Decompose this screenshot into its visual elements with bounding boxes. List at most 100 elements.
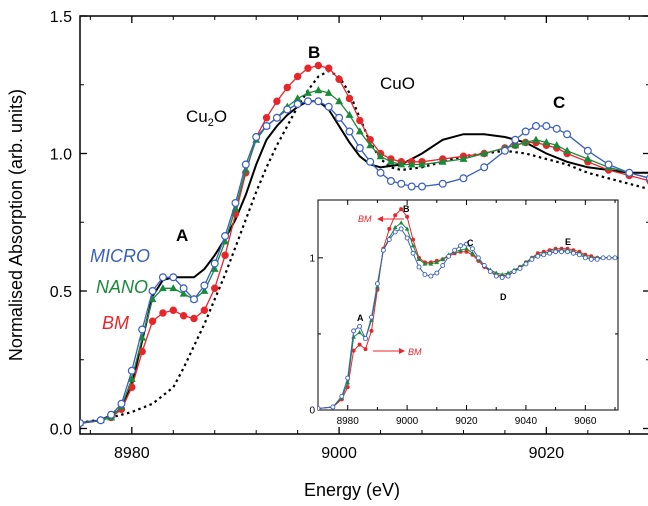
point-bm [200,306,209,314]
point-nano [583,154,592,162]
point-micro [407,182,416,191]
inset-point-micro [541,252,547,258]
point-bm [283,83,291,92]
plot-area-frame [79,15,648,435]
inset-point-bm [351,348,356,353]
inset-x-tick-label: 9020 [455,416,478,427]
point-nano [438,157,447,165]
point-micro [397,179,406,188]
point-micro [531,121,540,130]
inset-point-micro [487,269,493,274]
cu2o-label: Cu2O [186,107,227,129]
inset-background [317,199,619,411]
inset-point-micro [529,256,535,262]
inset-point-micro [452,247,458,253]
point-micro [335,113,344,122]
inset-point-micro [475,255,481,261]
inset-point-micro [318,406,321,410]
inset-point-micro [398,226,404,232]
inset-bm-arrowhead-top [377,216,383,222]
point-micro [179,284,188,293]
point-bm [179,312,188,320]
inset-point-nano [493,270,499,275]
inset-point-micro [363,336,368,341]
point-micro [200,281,209,290]
point-micro [283,105,292,114]
inset-point-bm [411,237,416,242]
point-nano [293,94,302,102]
inset-point-nano [410,243,416,248]
inset-point-micro [481,262,487,268]
point-bm [190,314,198,323]
point-micro [107,410,116,419]
inset-y-tick-label: 1 [309,253,315,264]
inset-point-micro [345,375,351,381]
inset-point-micro [330,404,336,410]
inset-point-nano [464,246,469,251]
point-nano [418,160,426,168]
point-nano [532,135,540,143]
y-axis-ticks: 0.0 0.5 1.0 1.5 [50,9,648,439]
point-micro [241,160,250,169]
point-micro [438,179,447,188]
inset-series-group [318,207,618,410]
inset-point-nano [434,259,440,265]
point-micro [314,97,323,106]
inset-point-micro [440,262,446,268]
point-bm [169,306,177,314]
inset-point-nano [458,247,463,252]
inset-point-micro [351,328,357,334]
inset-point-micro [470,246,475,252]
legend-micro: MICRO [90,246,150,266]
inset-y-tick-label: 0 [309,406,315,417]
inset-point-bm [393,213,398,218]
inset-point-micro [404,235,410,241]
inset-point-bm [405,214,410,219]
x-tick-label: 8980 [114,445,150,462]
point-nano [314,86,323,94]
point-nano [127,374,136,382]
point-nano [542,138,551,146]
point-micro [542,121,551,130]
inset-peak-label-e: E [565,237,571,247]
point-micro [80,419,84,427]
inset-point-micro [493,273,499,279]
inset-point-micro [464,241,469,247]
point-micro [418,182,427,191]
inset-x-tick-label: 9040 [515,416,538,427]
point-micro [148,287,157,296]
inset-point-nano [357,329,362,335]
point-nano [335,97,343,105]
point-bm [345,94,354,103]
inset-peak-label-a: A [357,313,364,323]
inset-point-micro [380,247,386,253]
point-micro [231,199,240,208]
point-micro [158,273,167,282]
point-micro [127,366,136,375]
inset-point-micro [386,237,392,243]
point-nano [304,88,312,96]
point-micro [625,168,634,177]
point-nano [480,149,489,157]
inset-point-nano [470,250,475,255]
point-nano [407,160,416,168]
point-micro [117,399,126,408]
inset-x-tick-label: 9000 [396,416,419,427]
inset-point-micro [357,323,363,329]
inset-point-micro [434,270,440,276]
inset-point-micro [446,253,452,259]
point-micro [293,99,302,108]
point-nano [563,146,571,154]
inset-point-nano [392,224,398,230]
point-micro [386,177,395,186]
point-micro [500,146,509,155]
inset-point-micro [523,261,529,267]
inset-bm-arrowhead-bottom [399,348,405,354]
inset-point-micro [517,266,523,271]
inset-point-micro [428,273,434,279]
inset-point-micro [410,250,416,256]
point-micro [376,168,385,177]
point-bm [221,251,229,259]
legend-nano: NANO [96,277,148,297]
inset-point-micro [582,255,588,261]
